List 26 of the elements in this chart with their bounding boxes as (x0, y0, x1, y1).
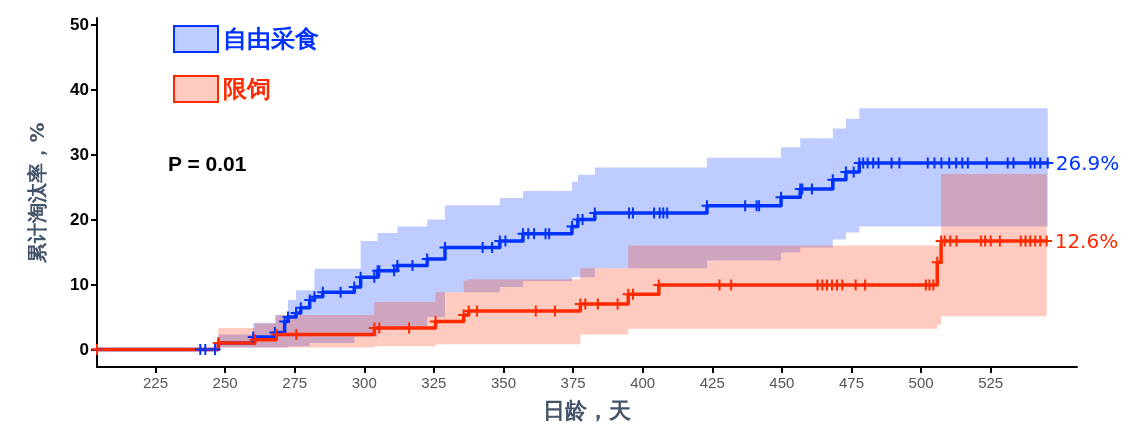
x-tick-label: 475 (838, 374, 864, 391)
y-tick-label: 10 (70, 274, 89, 294)
annotation: 26.9% (1055, 150, 1120, 175)
legend-label: 自由采食 (223, 25, 319, 53)
x-tick-label: 275 (282, 374, 308, 391)
x-tick-label: 225 (142, 374, 168, 391)
y-tick-label: 40 (70, 79, 89, 99)
y-tick-label: 30 (70, 144, 89, 164)
x-tick-label: 450 (769, 374, 795, 391)
x-tick-label: 525 (978, 374, 1004, 391)
x-tick-label: 325 (421, 374, 447, 391)
x-axis-title: 日龄，天 (543, 397, 631, 423)
x-tick-label: 300 (351, 374, 377, 391)
x-tick-label: 500 (908, 374, 934, 391)
annotation: P = 0.01 (168, 152, 247, 175)
x-tick-label: 425 (699, 374, 725, 391)
y-tick-label: 50 (70, 15, 89, 34)
y-axis-title: 累计淘汰率，% (25, 122, 49, 264)
x-tick-label: 250 (212, 374, 238, 391)
x-tick-label: 375 (560, 374, 586, 391)
x-tick-label: 400 (630, 374, 656, 391)
legend-label: 限饲 (223, 75, 271, 103)
annotation: 12.6% (1054, 228, 1119, 253)
y-tick-label: 0 (79, 339, 89, 359)
y-tick-label: 20 (70, 209, 89, 229)
x-tick-label: 350 (490, 374, 516, 391)
